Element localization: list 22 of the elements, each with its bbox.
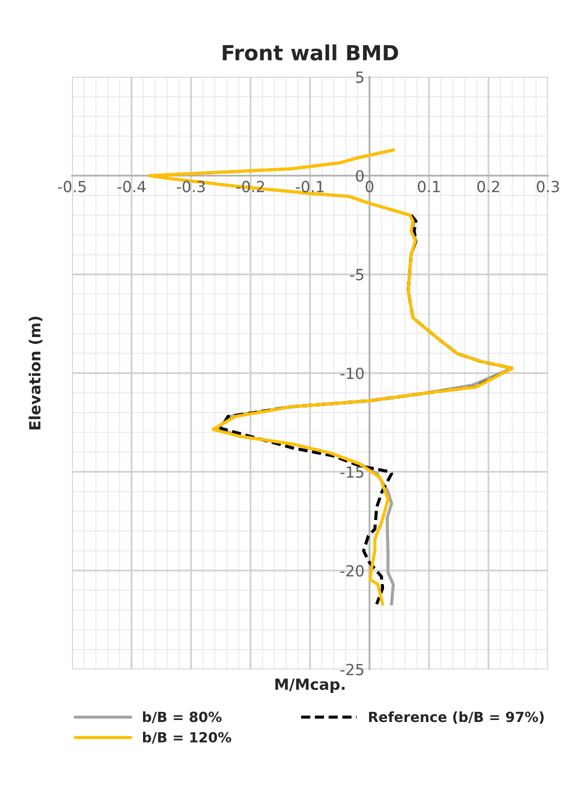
x-tick-label: -0.1	[296, 180, 324, 192]
y-tick-label: -5	[350, 269, 364, 280]
legend-label: b/B = 120%	[143, 732, 232, 744]
x-tick-label: -0.4	[117, 180, 146, 192]
y-tick-label: -20	[340, 565, 364, 577]
x-tick-label: 0.3	[536, 180, 559, 192]
y-tick-label: -10	[340, 368, 364, 380]
x-tick-label: -0.5	[58, 180, 86, 192]
y-tick-label: -25	[340, 664, 364, 676]
legend-label: b/B = 80%	[143, 711, 222, 724]
y-axis-title: Elevation (m)	[28, 316, 42, 430]
y-tick-label: -15	[340, 466, 364, 478]
x-tick-label: -0.3	[176, 180, 205, 192]
y-tick-label: 0	[356, 170, 364, 182]
x-tick-label: -0.2	[236, 180, 264, 192]
x-tick-label: 0.2	[477, 180, 500, 192]
legend-label: Reference (b/B = 97%)	[369, 711, 544, 724]
x-tick-label: 0.1	[418, 180, 440, 192]
y-tick-label: 5	[356, 72, 364, 83]
chart-title: Front wall BMD	[222, 44, 398, 61]
x-tick-label: 0	[366, 180, 374, 192]
x-axis-title: M/Mcap.	[275, 678, 345, 693]
